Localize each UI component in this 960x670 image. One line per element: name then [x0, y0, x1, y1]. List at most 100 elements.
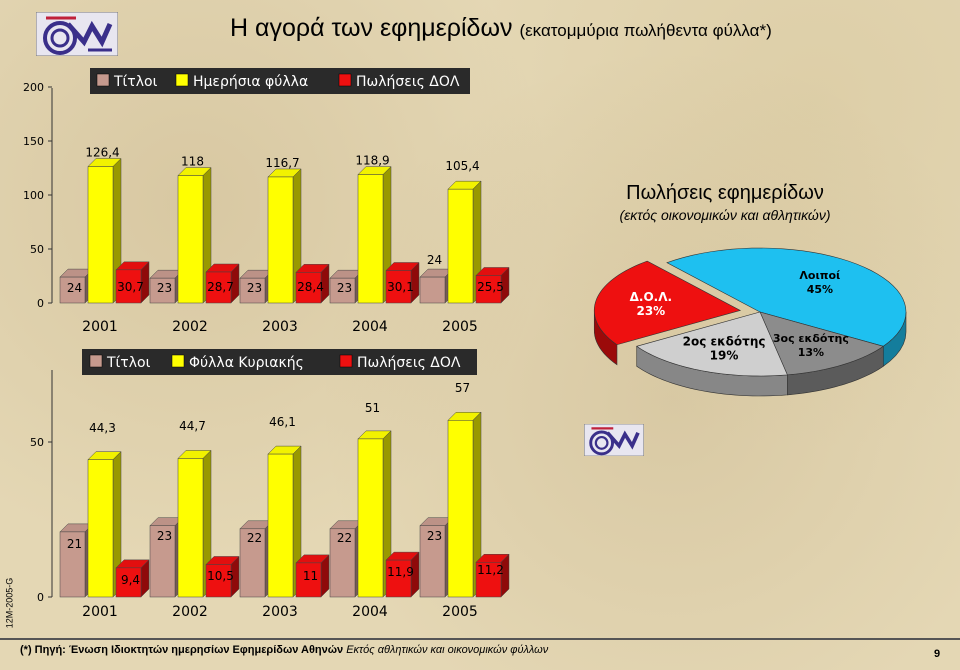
- pie-slice-value: 23%: [636, 304, 665, 318]
- dol-logo-icon: [584, 424, 644, 456]
- bar-value-label: 22: [247, 531, 262, 545]
- pie-slice-value: 45%: [807, 283, 833, 296]
- bar-fylla: [357, 165, 392, 304]
- pie-slice-0: [666, 247, 907, 347]
- x-tick-label: 2002: [172, 604, 208, 620]
- bar-titloi: [149, 269, 184, 304]
- x-tick-label: 2005: [442, 604, 478, 620]
- pie-slice-label: Λοιποί: [799, 269, 840, 282]
- bar-dol: [295, 554, 330, 598]
- bar-dol: [205, 555, 240, 598]
- bar-dol: [115, 261, 150, 304]
- x-tick-label: 2001: [82, 319, 118, 335]
- bar-fylla: [447, 411, 482, 598]
- pie-slice-1: [759, 311, 884, 376]
- y-tick-label: 150: [23, 135, 44, 148]
- pie-chart: [593, 247, 907, 397]
- x-tick-label: 2004: [352, 319, 388, 335]
- pie-slice-2: [636, 311, 788, 377]
- bar-value-label: 126,4: [85, 145, 119, 159]
- bar-value-label: 30,1: [387, 280, 414, 294]
- dol-logo-icon: [36, 12, 118, 56]
- y-tick-label: 0: [37, 591, 44, 604]
- bar-dol: [475, 266, 510, 304]
- legend-label: Φύλλα Κυριακής: [189, 355, 304, 371]
- bar-fylla: [87, 451, 122, 598]
- pie-subtitle: (εκτός οικονομικών και αθλητικών): [619, 207, 831, 223]
- bar-fylla: [267, 168, 302, 304]
- legend-bottom: [82, 349, 477, 375]
- bar-value-label: 28,7: [207, 280, 234, 294]
- bar-value-label: 11: [303, 569, 318, 583]
- bar-dol: [295, 263, 330, 304]
- bar-dol: [475, 553, 510, 598]
- bar-value-label: 24: [427, 253, 442, 267]
- bar-value-label: 25,5: [477, 280, 504, 294]
- bar-value-label: 44,3: [89, 421, 116, 435]
- bar-fylla: [87, 157, 122, 304]
- x-tick-label: 2002: [172, 319, 208, 335]
- bar-value-label: 46,1: [269, 415, 296, 429]
- bar-value-label: 44,7: [179, 419, 206, 433]
- bar-dol: [115, 559, 150, 598]
- legend-box: [90, 68, 470, 94]
- pie-slice-3: [593, 260, 742, 346]
- legend-label: Τίτλοι: [113, 74, 158, 90]
- title-sub: (εκατομμύρια πωλήθεντα φύλλα*): [519, 21, 772, 40]
- bar-dol: [205, 263, 240, 304]
- pie-slice-value: 13%: [798, 346, 824, 359]
- legend-swatch: [89, 354, 103, 368]
- bar-dol: [385, 551, 420, 598]
- footer-source: (*) Πηγή: Ένωση Ιδιοκτητών ημερησίων Εφη…: [20, 644, 344, 656]
- bar-value-label: 105,4: [445, 159, 479, 173]
- bar-value-label: 118,9: [355, 154, 389, 168]
- bar-value-label: 23: [247, 281, 262, 295]
- legend-swatch: [339, 354, 353, 368]
- legend-label: Πωλήσεις ΔΟΛ: [356, 74, 460, 90]
- bar-value-label: 11,2: [477, 563, 504, 577]
- bar-value-label: 21: [67, 537, 82, 551]
- pie-title: Πωλήσεις εφημερίδων: [626, 182, 824, 204]
- bar-value-label: 23: [427, 529, 442, 543]
- side-code: 12M-2005-G: [4, 577, 15, 629]
- bar-dol: [385, 261, 420, 304]
- y-tick-label: 200: [23, 81, 44, 94]
- charts-canvas: Τίτλοι Ημερήσια φύλλα Πωλήσεις ΔΟΛ 0 50 100 15…: [23, 68, 907, 620]
- pie-slice-label: 3ος εκδότης: [773, 332, 849, 345]
- y-tick-label: 100: [23, 189, 44, 202]
- bar-value-label: 118: [181, 155, 204, 169]
- x-tick-label: 2005: [442, 319, 478, 335]
- bar-value-label: 9,4: [121, 573, 140, 587]
- footer-divider: [0, 638, 960, 640]
- x-tick-label: 2004: [352, 604, 388, 620]
- y-tick-label: 0: [37, 297, 44, 310]
- bar-value-label: 24: [67, 281, 82, 295]
- bar-value-label: 10,5: [207, 569, 234, 583]
- bar-value-label: 23: [337, 281, 352, 295]
- pie-slice-value: 19%: [710, 348, 739, 362]
- title-main: Η αγορά των εφημερίδων: [230, 14, 513, 42]
- legend-label: Πωλήσεις ΔΟΛ: [357, 355, 461, 371]
- pie-title-block: Πωλήσεις εφημερίδων (εκτός οικονομικών κ…: [560, 182, 890, 223]
- bar-value-label: 22: [337, 531, 352, 545]
- bar-value-label: 116,7: [265, 156, 299, 170]
- legend-swatch: [338, 73, 352, 87]
- page-number: 9: [934, 648, 941, 660]
- page-title: Η αγορά των εφημερίδων (εκατομμύρια πωλή…: [230, 14, 772, 43]
- bar-value-label: 51: [365, 401, 380, 415]
- legend-label: Ημερήσια φύλλα: [193, 74, 308, 90]
- legend-box: [82, 349, 477, 375]
- footer-note-italic: Εκτός αθλητικών και οικονομικών φύλλων: [346, 644, 549, 656]
- legend-top: [90, 68, 470, 94]
- y-tick-label: 50: [30, 436, 44, 449]
- x-tick-label: 2001: [82, 604, 118, 620]
- bar-value-label: 11,9: [387, 565, 414, 579]
- legend-swatch: [96, 73, 110, 87]
- x-tick-label: 2003: [262, 319, 298, 335]
- bar-value-label: 23: [157, 281, 172, 295]
- bar-fylla: [267, 445, 302, 598]
- pie-slice-label: Δ.Ο.Λ.: [630, 290, 672, 304]
- x-tick-label: 2003: [262, 604, 298, 620]
- y-tick-label: 50: [30, 243, 44, 256]
- legend-swatch: [175, 73, 189, 87]
